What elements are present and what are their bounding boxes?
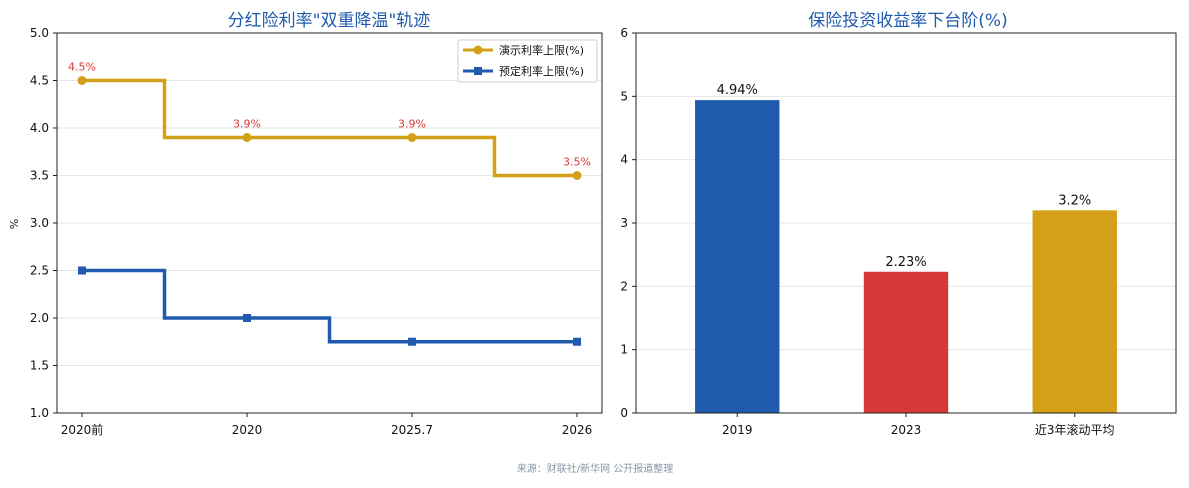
rate-y-tick-label: 1.0	[30, 406, 49, 420]
series-line-0	[82, 78, 577, 178]
rate-y-tick-label: 4.0	[30, 121, 49, 135]
series-0-point	[242, 133, 252, 142]
rate-trajectory-y-axis-label: %	[8, 219, 21, 229]
yield-y-tick-label: 4	[620, 153, 628, 167]
legend-label-presentation-rate: 演示利率上限(%)	[499, 43, 584, 57]
series-line-1	[82, 268, 577, 344]
yield-y-tick-label: 3	[620, 216, 628, 230]
yield-y-tick-label: 0	[620, 406, 628, 420]
yield-bar-data-label: 3.2%	[1058, 193, 1091, 208]
rate-x-tick-label: 2020	[232, 423, 263, 437]
rate-y-tick-label: 2.0	[30, 311, 49, 325]
investment-yield-axes: 0 1 2 3 4 5 6 2019 2023 近3年滚动平均	[620, 26, 1177, 437]
series-1-point	[573, 337, 581, 346]
investment-yield-bars	[695, 100, 1117, 413]
rate-y-tick-label: 1.5	[30, 359, 49, 373]
rate-trajectory-axes: 1.0 1.5 2.0 2.5 3.0 3.5 4.0 4.5 5.0 2020前 2020 2025…	[30, 26, 603, 437]
rate-y-tick-label: 2.5	[30, 264, 49, 278]
series-0-data-label: 3.9%	[233, 118, 261, 131]
rate-x-tick-label: 2025.7	[391, 423, 433, 437]
series-1-point	[408, 337, 416, 346]
investment-yield-chart: 保险投资收益率下台阶(%) 0 1 2 3 4 5 6 2019 2023 近3年滚动平均 4.9…	[620, 11, 1177, 437]
rate-trajectory-title: 分红险利率"双重降温"轨迹	[228, 11, 431, 31]
yield-plot-frame	[635, 32, 1177, 414]
yield-x-tick-label: 2023	[891, 423, 922, 437]
series-0-point	[407, 133, 417, 142]
yield-bar	[863, 271, 949, 413]
rate-trajectory-grid	[57, 32, 602, 414]
yield-y-tick-label: 6	[620, 26, 628, 40]
rate-trajectory-legend: 演示利率上限(%) 预定利率上限(%)	[457, 39, 598, 83]
rate-plot-frame	[56, 32, 603, 414]
yield-bar	[1032, 210, 1117, 413]
yield-y-tick-label: 1	[620, 343, 628, 357]
series-0-point	[77, 76, 87, 85]
yield-y-tick-label: 5	[620, 89, 628, 103]
series-1-point	[243, 314, 251, 322]
legend-marker-presentation-rate	[473, 45, 483, 55]
rate-trajectory-series	[77, 76, 582, 346]
source-note: 来源：财联社/新华网 公开报道整理	[517, 462, 674, 475]
rate-y-tick-label: 4.5	[30, 74, 49, 88]
yield-y-tick-label: 2	[620, 279, 628, 293]
rate-x-tick-label: 2026	[562, 423, 593, 437]
rate-trajectory-chart: 分红险利率"双重降温"轨迹 1.0 1.5 2.0 2.5 3.0 3.5 4.0 4.5 5.…	[8, 11, 603, 437]
rate-x-tick-label: 2020前	[61, 422, 104, 437]
legend-marker-pricing-rate	[474, 67, 482, 75]
yield-bar	[695, 100, 780, 413]
series-0-point	[572, 171, 582, 180]
rate-y-tick-label: 3.0	[30, 216, 49, 230]
series-0-data-label: 4.5%	[68, 61, 96, 74]
yield-bar-data-label: 4.94%	[717, 83, 758, 98]
yield-x-tick-label: 近3年滚动平均	[1035, 422, 1115, 437]
series-0-data-label: 3.5%	[563, 156, 591, 169]
series-0-data-label: 3.9%	[398, 118, 426, 131]
investment-yield-data-labels: 4.94% 2.23% 3.2%	[717, 83, 1092, 270]
yield-x-tick-label: 2019	[722, 423, 753, 437]
legend-label-pricing-rate: 预定利率上限(%)	[499, 64, 584, 78]
rate-y-tick-label: 5.0	[30, 26, 49, 40]
yield-bar-data-label: 2.23%	[885, 255, 926, 270]
rate-y-tick-label: 3.5	[30, 169, 49, 183]
series-1-point	[78, 266, 86, 275]
rate-trajectory-data-labels: 4.5% 3.9% 3.9% 3.5%	[68, 61, 591, 169]
investment-yield-title: 保险投资收益率下台阶(%)	[808, 11, 1007, 31]
